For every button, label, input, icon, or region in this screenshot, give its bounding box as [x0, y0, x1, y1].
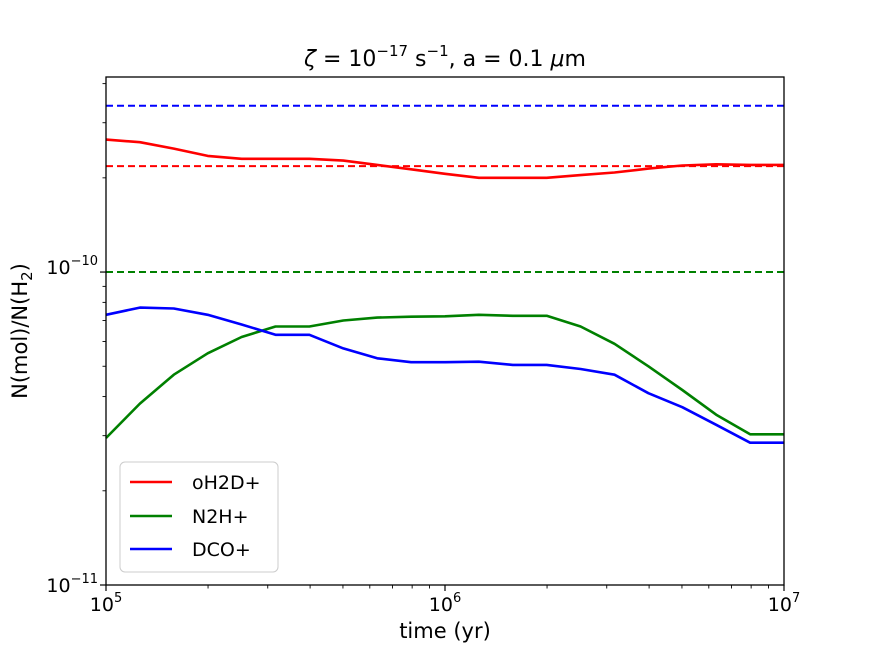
legend-box: [119, 461, 279, 573]
y-axis-title: N(mol)/N(H2): [8, 263, 36, 399]
title-post: , a = 0.1: [449, 47, 551, 72]
y-tick-label: 10−10: [46, 254, 98, 279]
series-line-oh2d: [105, 138, 784, 180]
series-line-n2h: [105, 313, 784, 439]
y-tick-label: 10−11: [46, 572, 98, 597]
title-exp2: −1: [427, 42, 449, 60]
legend-label: N2H+: [192, 506, 249, 528]
plot-frame: [105, 76, 785, 586]
title-mu: μ: [550, 47, 565, 72]
legend: oH2D+ N2H+ DCO+: [119, 461, 279, 573]
x-tick-labels: 105 106 107: [90, 591, 800, 616]
legend-label: oH2D+: [192, 472, 261, 494]
x-tick-label: 106: [429, 591, 461, 616]
y-tick-labels: 10−11 10−10: [46, 254, 98, 597]
title-unit: m: [565, 47, 586, 72]
x-axis-title: time (yr): [399, 619, 491, 643]
title-exp1: −17: [376, 42, 408, 60]
x-tick-label: 107: [768, 591, 800, 616]
major-ticks: [100, 271, 785, 591]
title-pre: = 10: [316, 47, 376, 72]
chart-title: ζ = 10−17 s−1, a = 0.1 μm: [303, 42, 586, 72]
legend-label: DCO+: [192, 539, 251, 561]
series-lines: [105, 138, 784, 445]
series-line-dco: [105, 306, 784, 445]
title-symbol: ζ: [303, 47, 317, 72]
x-tick-label: 105: [90, 591, 122, 616]
title-mid: s: [408, 47, 426, 72]
